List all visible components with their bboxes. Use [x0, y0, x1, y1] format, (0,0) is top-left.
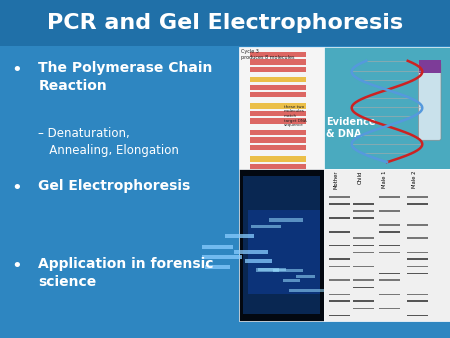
FancyBboxPatch shape [379, 273, 400, 274]
Text: PCR and Gel Electrophoresis: PCR and Gel Electrophoresis [47, 13, 403, 33]
FancyBboxPatch shape [270, 218, 303, 222]
FancyBboxPatch shape [250, 52, 306, 57]
Text: Application in forensic
science: Application in forensic science [38, 257, 214, 289]
FancyBboxPatch shape [379, 294, 400, 295]
FancyBboxPatch shape [407, 294, 428, 295]
FancyBboxPatch shape [353, 210, 374, 212]
FancyBboxPatch shape [379, 210, 400, 212]
FancyBboxPatch shape [407, 266, 428, 267]
FancyBboxPatch shape [353, 266, 374, 267]
FancyBboxPatch shape [353, 245, 374, 246]
FancyBboxPatch shape [353, 252, 374, 254]
FancyBboxPatch shape [250, 118, 306, 124]
FancyBboxPatch shape [289, 289, 328, 292]
FancyBboxPatch shape [238, 47, 324, 169]
Text: these two
molecules
match
target DNA
sequence: these two molecules match target DNA seq… [284, 105, 306, 127]
Text: – Denaturation,
   Annealing, Elongation: – Denaturation, Annealing, Elongation [38, 127, 179, 157]
FancyBboxPatch shape [283, 279, 300, 282]
FancyBboxPatch shape [328, 300, 350, 302]
FancyBboxPatch shape [250, 137, 306, 143]
FancyBboxPatch shape [407, 300, 428, 302]
FancyBboxPatch shape [328, 279, 350, 281]
FancyBboxPatch shape [250, 164, 306, 169]
FancyBboxPatch shape [324, 47, 450, 169]
FancyBboxPatch shape [248, 210, 320, 294]
FancyBboxPatch shape [205, 265, 230, 269]
FancyBboxPatch shape [0, 0, 450, 46]
FancyBboxPatch shape [251, 225, 281, 228]
FancyBboxPatch shape [245, 259, 272, 263]
FancyBboxPatch shape [328, 203, 350, 205]
FancyBboxPatch shape [379, 245, 400, 246]
Text: Child: Child [358, 171, 363, 184]
FancyBboxPatch shape [328, 231, 350, 233]
FancyBboxPatch shape [243, 176, 320, 314]
FancyBboxPatch shape [296, 274, 315, 278]
FancyBboxPatch shape [250, 156, 306, 162]
FancyBboxPatch shape [328, 196, 350, 198]
Text: Male 2: Male 2 [412, 171, 417, 188]
FancyBboxPatch shape [418, 63, 441, 140]
FancyBboxPatch shape [324, 169, 450, 321]
FancyBboxPatch shape [202, 245, 233, 249]
FancyBboxPatch shape [238, 169, 324, 321]
FancyBboxPatch shape [273, 268, 303, 272]
FancyBboxPatch shape [353, 308, 374, 309]
Text: Cycle 3
produces 8 molecules: Cycle 3 produces 8 molecules [241, 49, 294, 60]
FancyBboxPatch shape [250, 92, 306, 97]
FancyBboxPatch shape [407, 203, 428, 205]
Text: •: • [11, 179, 22, 197]
FancyBboxPatch shape [328, 258, 350, 260]
FancyBboxPatch shape [328, 217, 350, 219]
FancyBboxPatch shape [407, 238, 428, 240]
FancyBboxPatch shape [407, 315, 428, 316]
FancyBboxPatch shape [328, 266, 350, 267]
FancyBboxPatch shape [379, 224, 400, 225]
Text: Mother: Mother [334, 171, 339, 189]
FancyBboxPatch shape [379, 231, 400, 233]
FancyBboxPatch shape [256, 268, 279, 272]
FancyBboxPatch shape [250, 145, 306, 150]
Text: •: • [11, 61, 22, 79]
FancyBboxPatch shape [250, 59, 306, 65]
Text: •: • [11, 257, 22, 275]
FancyBboxPatch shape [353, 238, 374, 240]
Text: The Polymerase Chain
Reaction: The Polymerase Chain Reaction [38, 61, 212, 93]
FancyBboxPatch shape [379, 252, 400, 254]
FancyBboxPatch shape [328, 315, 350, 316]
FancyBboxPatch shape [225, 234, 254, 238]
FancyBboxPatch shape [250, 77, 306, 82]
FancyBboxPatch shape [328, 294, 350, 295]
Text: Male 1: Male 1 [382, 171, 387, 188]
FancyBboxPatch shape [407, 273, 428, 274]
FancyBboxPatch shape [353, 279, 374, 281]
FancyBboxPatch shape [234, 250, 268, 254]
FancyBboxPatch shape [379, 279, 400, 281]
Text: Gel Electrophoresis: Gel Electrophoresis [38, 179, 190, 193]
FancyBboxPatch shape [407, 258, 428, 260]
FancyBboxPatch shape [379, 196, 400, 198]
FancyBboxPatch shape [250, 67, 306, 72]
FancyBboxPatch shape [250, 111, 306, 116]
FancyBboxPatch shape [418, 60, 441, 73]
FancyBboxPatch shape [250, 130, 306, 135]
FancyBboxPatch shape [353, 287, 374, 288]
FancyBboxPatch shape [353, 300, 374, 302]
FancyBboxPatch shape [353, 217, 374, 219]
FancyBboxPatch shape [407, 224, 428, 225]
FancyBboxPatch shape [353, 203, 374, 205]
FancyBboxPatch shape [407, 252, 428, 254]
FancyBboxPatch shape [250, 84, 306, 90]
FancyBboxPatch shape [379, 308, 400, 309]
FancyBboxPatch shape [202, 255, 242, 259]
FancyBboxPatch shape [250, 103, 306, 109]
FancyBboxPatch shape [328, 245, 350, 246]
Text: Evidence
& DNA: Evidence & DNA [326, 117, 376, 139]
FancyBboxPatch shape [407, 196, 428, 198]
FancyBboxPatch shape [258, 268, 286, 271]
